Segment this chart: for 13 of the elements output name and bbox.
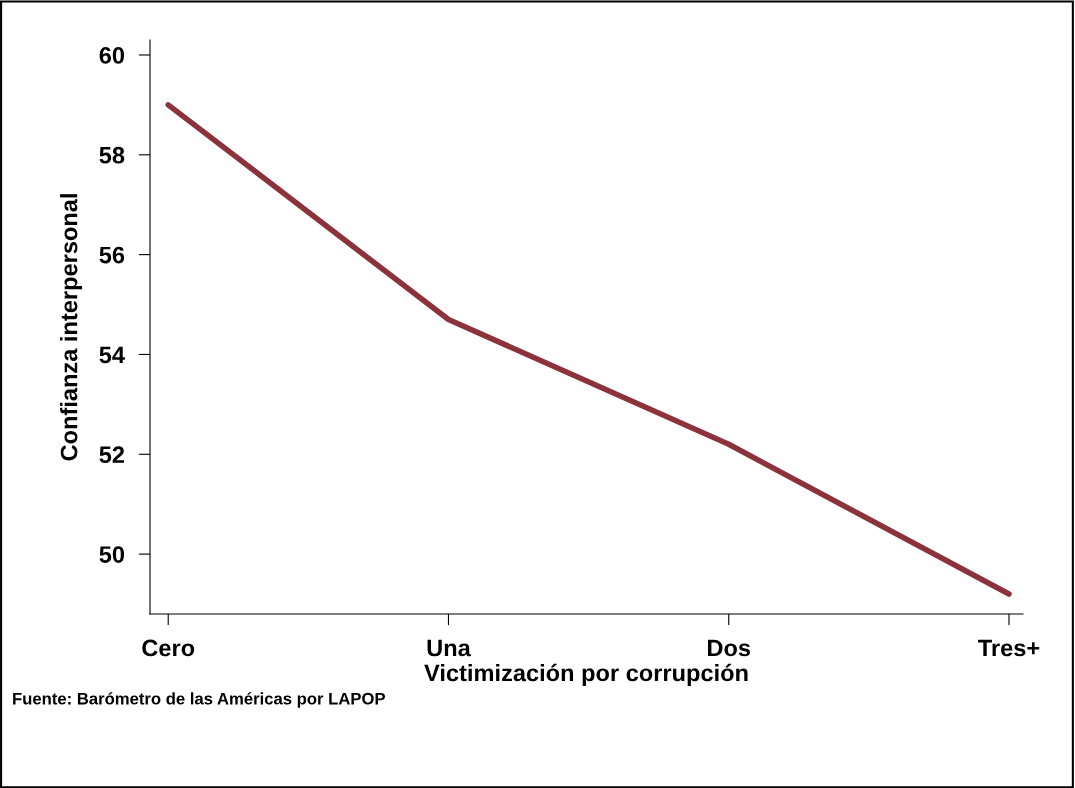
y-tick-label: 56 <box>99 246 125 264</box>
x-tick-label: Dos <box>708 639 751 657</box>
y-axis-title: Confianza interpersonal <box>60 194 83 461</box>
y-tick-label: 54 <box>99 346 125 364</box>
y-tick-label: 58 <box>99 146 125 164</box>
x-tick-label: Tres+ <box>978 639 1040 657</box>
x-axis-title: Victimización por corrupción <box>424 663 748 686</box>
y-tick-label: 60 <box>99 47 125 64</box>
x-tick-label: Cero <box>142 639 195 657</box>
x-tick-label: Una <box>427 639 471 657</box>
y-tick-label: 50 <box>99 546 125 563</box>
y-tick-label: 52 <box>99 446 125 464</box>
source-note: Fuente: Barómetro de las Américas por LAPOP <box>13 692 385 708</box>
